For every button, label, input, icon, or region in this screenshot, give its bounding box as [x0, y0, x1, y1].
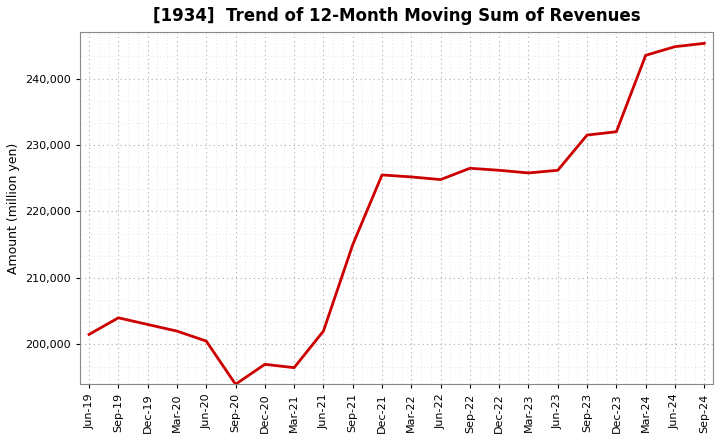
- Y-axis label: Amount (million yen): Amount (million yen): [7, 143, 20, 274]
- Title: [1934]  Trend of 12-Month Moving Sum of Revenues: [1934] Trend of 12-Month Moving Sum of R…: [153, 7, 641, 25]
